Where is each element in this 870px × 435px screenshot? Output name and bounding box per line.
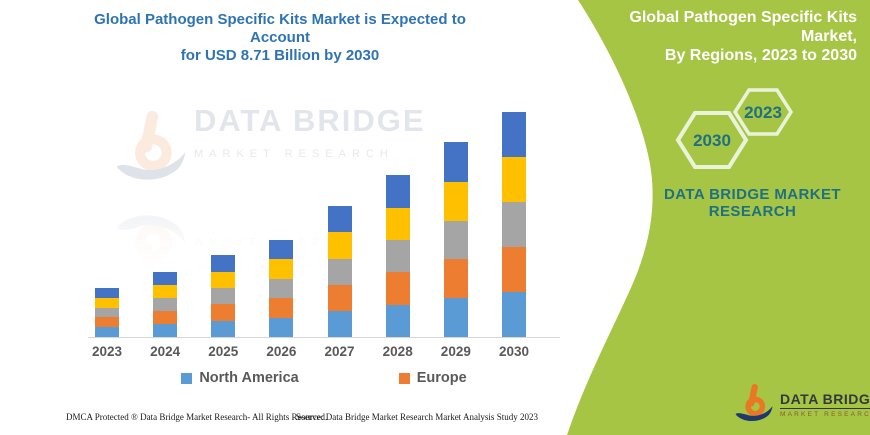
bar-2024 [153, 272, 178, 337]
bar-2023-segment-region-3 [95, 307, 119, 318]
dmca-notice: DMCA Protected ® Data Bridge Market Rese… [66, 412, 328, 422]
panel-title-line1: Global Pathogen Specific Kits Market, [629, 9, 857, 45]
bar-2027 [327, 206, 352, 337]
dbmr-logo-watermark-icon [116, 110, 186, 180]
bar-2023-segment-europe [95, 317, 119, 328]
bar-2023 [95, 288, 119, 337]
bar-2024-segment-europe [153, 311, 178, 325]
bar-2026-segment-region-5 [269, 240, 294, 260]
bar-2029-segment-region-5 [443, 142, 468, 182]
bar-chart [88, 104, 560, 338]
x-axis-label-2027: 2027 [324, 344, 355, 359]
bar-2029-segment-north-america [443, 298, 468, 337]
x-axis-label-2023: 2023 [91, 344, 123, 359]
bar-2029-segment-region-3 [443, 220, 468, 260]
x-axis-label-2029: 2029 [440, 344, 471, 359]
bar-2030 [501, 111, 526, 337]
chart-title: Global Pathogen Specific Kits Market is … [80, 11, 480, 65]
x-axis-label-2025: 2025 [208, 344, 239, 359]
x-axis-labels: 2023 2024 2025 2026 2027 2028 2029 2030 [88, 344, 560, 362]
x-axis-label-2024: 2024 [150, 344, 181, 359]
bar-2025-segment-region-5 [211, 255, 236, 272]
bar-2025-segment-north-america [211, 320, 236, 337]
x-axis-line [88, 337, 560, 338]
bar-2026 [269, 240, 294, 337]
hexagon-2030-label: 2030 [693, 131, 731, 150]
bar-2026-segment-europe [269, 298, 294, 318]
source-note: Source: Data Bridge Market Research Mark… [296, 412, 538, 422]
brand-name-line2: RESEARCH [708, 203, 797, 220]
bar-2026-segment-region-3 [269, 278, 294, 299]
bar-2025 [211, 255, 236, 337]
x-axis-label-2026: 2026 [266, 344, 297, 359]
watermark-tagline-text: MARKET RESEARCH [194, 148, 394, 160]
hexagon-2023 [732, 88, 794, 136]
bar-2030-segment-region-3 [501, 201, 526, 247]
bar-2029-segment-region-4 [443, 181, 468, 221]
bar-2026-segment-region-4 [269, 259, 294, 279]
bar-2030-segment-north-america [501, 291, 526, 337]
bar-2023-segment-region-5 [95, 288, 119, 298]
chart-legend: North America Europe [88, 370, 560, 386]
bar-2030-segment-europe [501, 246, 526, 292]
panel-title-line2: By Regions, 2023 to 2030 [664, 47, 857, 64]
legend-swatch-icon [181, 372, 193, 384]
bar-2025-segment-region-4 [211, 271, 236, 289]
green-panel-shape [567, 0, 870, 435]
bar-2028-segment-region-3 [385, 239, 410, 273]
bar-2025-segment-region-3 [211, 288, 236, 305]
hexagon-2030 [675, 111, 749, 169]
bar-2023-segment-region-4 [95, 297, 119, 308]
corner-logo-name: DATA BRIDGE [780, 391, 870, 409]
bar-2028-segment-region-4 [385, 207, 410, 240]
bar-2024-segment-north-america [153, 324, 178, 337]
bar-2027-segment-region-5 [327, 206, 352, 233]
bar-2028-segment-europe [385, 272, 410, 305]
bar-2028 [385, 175, 410, 337]
bar-2029-segment-europe [443, 259, 468, 299]
chart-title-line1: Global Pathogen Specific Kits Market is … [94, 11, 466, 46]
bar-2024-segment-region-3 [153, 298, 178, 312]
legend-item-europe: Europe [398, 370, 467, 386]
legend-label: North America [199, 370, 299, 386]
bar-2027-segment-region-3 [327, 258, 352, 285]
bar-2028-segment-north-america [385, 304, 410, 337]
corner-logo-tagline: MARKET RESEARCH [780, 410, 870, 418]
bar-2030-segment-region-5 [501, 111, 526, 157]
brand-name-line1: DATA BRIDGE MARKET [664, 186, 841, 203]
dbmr-logo-icon [735, 384, 773, 422]
watermark-brand-text: DATA BRIDGE [194, 103, 426, 138]
watermark: DATA BRIDGE MARKET RESEARCH [112, 103, 424, 187]
brand-name-text: DATA BRIDGE MARKET RESEARCH [655, 186, 850, 220]
x-axis-label-2030: 2030 [498, 344, 529, 359]
legend-item-north-america: North America [181, 370, 299, 386]
bar-2026-segment-north-america [269, 317, 294, 337]
legend-swatch-icon [398, 372, 410, 384]
legend-label: Europe [416, 370, 467, 386]
bar-2027-segment-north-america [327, 310, 352, 337]
year-hexagons: 2023 2030 [675, 88, 794, 169]
bar-2029 [443, 142, 468, 337]
chart-title-line2: for USD 8.71 Billion by 2030 [180, 47, 380, 64]
bar-2030-segment-region-4 [501, 156, 526, 202]
x-axis-label-2028: 2028 [382, 344, 413, 359]
bar-2024-segment-region-4 [153, 285, 178, 299]
hexagon-2023-label: 2023 [744, 103, 782, 122]
bar-2027-segment-europe [327, 284, 352, 311]
bar-2023-segment-north-america [95, 327, 119, 337]
panel-title: Global Pathogen Specific Kits Market, By… [587, 8, 857, 65]
bar-2028-segment-region-5 [385, 175, 410, 208]
dbmr-corner-logo: DATA BRIDGE MARKET RESEARCH [733, 383, 870, 425]
bar-2025-segment-europe [211, 304, 236, 321]
bar-2027-segment-region-4 [327, 232, 352, 259]
bar-2024-segment-region-5 [153, 272, 178, 286]
